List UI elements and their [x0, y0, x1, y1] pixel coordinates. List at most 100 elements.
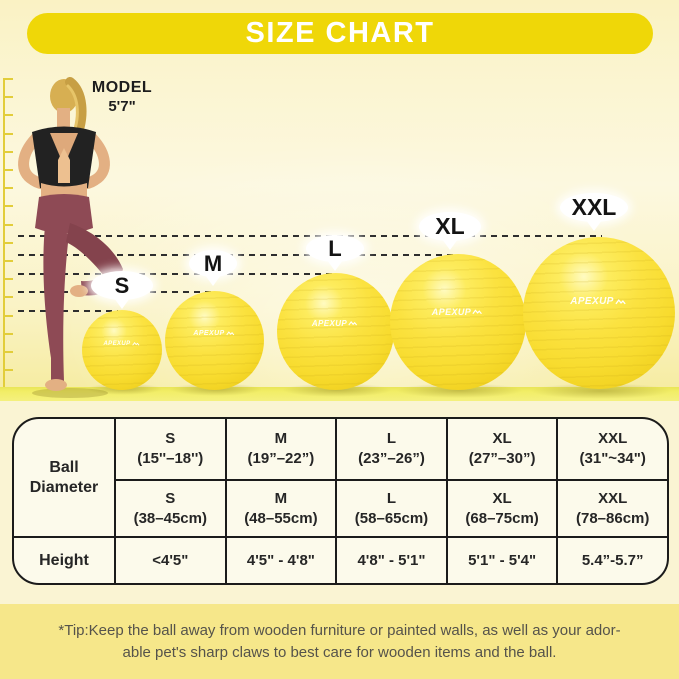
cell-value: 5.4”-5.7”	[581, 551, 644, 569]
cell-size: XL	[492, 489, 512, 507]
height-line-xl	[18, 254, 456, 256]
table-cell-inch-s: S (15''–18'')	[114, 419, 225, 479]
ball-shadow-xl	[396, 383, 523, 398]
size-label: XXL	[571, 194, 617, 220]
ruler-tick	[5, 187, 13, 190]
size-label: L	[328, 235, 342, 261]
model-shadow	[32, 388, 108, 398]
ball-xl: APEXUP	[390, 254, 526, 390]
cell-size: XL	[492, 430, 512, 447]
cell-range: (19”–22”)	[247, 450, 315, 467]
table-cell-cm-m: M (48–55cm)	[224, 479, 336, 536]
cell-range: (78–86cm)	[575, 509, 650, 527]
ruler-tick	[5, 314, 13, 317]
size-bubble-xl: XL	[419, 212, 481, 241]
ruler-tick	[5, 278, 13, 281]
ruler-tick	[5, 260, 13, 262]
brand-text: APEXUP	[193, 329, 225, 337]
table-cell-inch-xxl: XXL (31"~34")	[556, 419, 667, 479]
ruler-tick	[5, 332, 13, 335]
table-cell-height-xl: 5'1" - 5'4"	[445, 536, 557, 583]
model-label-line2: 5'7"	[108, 98, 136, 115]
table-cell-inch-l: L (23”–26”)	[335, 419, 446, 479]
table-cell-height-l: 4'8" - 5'1"	[335, 536, 446, 583]
tip-banner: *Tip:Keep the ball away from wooden furn…	[0, 604, 679, 679]
cell-size: L	[386, 489, 397, 507]
size-bubble-xxl: XXL	[560, 193, 628, 222]
ruler-tick	[5, 241, 13, 244]
cell-value: <4'5"	[152, 551, 189, 569]
tip-line1: *Tip:Keep the ball away from wooden furn…	[58, 621, 621, 639]
table-cell-cm-s: S (38–45cm)	[114, 479, 225, 536]
cell-size: S	[165, 489, 176, 507]
mountain-icon	[348, 320, 358, 326]
ruler-tick	[5, 296, 13, 299]
cell-range: (23”–26”)	[358, 450, 425, 467]
model-label-line1: MODEL	[91, 79, 153, 96]
cell-range: (68–75cm)	[465, 509, 539, 527]
ruler-tick	[5, 205, 13, 208]
tip-line2: able pet's sharp claws to best care for …	[122, 643, 557, 661]
size-bubble-s: S	[91, 271, 153, 300]
size-bubble-m: M	[189, 250, 237, 277]
cell-size: S	[165, 430, 176, 447]
table-cell-height-xxl: 5.4”-5.7”	[556, 536, 667, 583]
cell-size: XXL	[598, 430, 628, 447]
ruler-tick	[5, 96, 13, 99]
page-title: SIZE CHART	[245, 17, 435, 49]
brand-text: APEXUP	[431, 307, 472, 318]
model-illustration	[18, 77, 123, 398]
ruler-tick	[5, 223, 13, 226]
row-header-label: Ball Diameter	[29, 458, 99, 496]
size-bubble-l: L	[306, 235, 364, 262]
brand-text: APEXUP	[103, 341, 131, 348]
brand-text: APEXUP	[311, 318, 348, 328]
ruler-tick	[5, 150, 13, 153]
cell-range: (58–65cm)	[354, 509, 429, 527]
size-table: Ball Diameter S (15''–18'') M (19”–22”) L (…	[12, 417, 669, 585]
height-line-s	[18, 310, 118, 312]
ruler-tick	[5, 369, 13, 372]
mountain-icon	[615, 298, 626, 305]
illustration-scene: SIZE CHART	[0, 0, 679, 401]
table-header-ball-diameter: Ball Diameter	[14, 419, 114, 536]
table-cell-inch-xl: XL (27”–30”)	[445, 419, 557, 479]
mountain-icon	[131, 342, 139, 346]
table-cell-cm-l: L (58–65cm)	[335, 479, 446, 536]
size-label: XL	[435, 213, 465, 239]
ruler-tick	[5, 169, 13, 171]
table-header-height: Height	[14, 536, 114, 583]
cell-size: M	[274, 430, 288, 447]
title-banner: SIZE CHART	[27, 13, 653, 54]
cell-value: 4'5" - 4'8"	[246, 551, 315, 569]
model-label: MODEL 5'7"	[80, 79, 164, 115]
cell-value: 5'1" - 5'4"	[468, 551, 537, 569]
ball-l: APEXUP	[277, 273, 394, 390]
cell-range: (27”–30”)	[468, 450, 536, 467]
ruler-tick	[5, 351, 13, 353]
table-cell-cm-xxl: XXL (78–86cm)	[556, 479, 667, 536]
table-cell-inch-m: M (19”–22”)	[224, 419, 336, 479]
cell-range: (38–45cm)	[133, 509, 207, 527]
cell-size: XXL	[598, 489, 628, 507]
mountain-icon	[225, 330, 234, 335]
size-label: S	[114, 272, 130, 298]
brand-logo: APEXUP	[390, 307, 526, 317]
ruler-tick	[5, 132, 13, 135]
ball-m: APEXUP	[165, 291, 264, 390]
cell-range: (31"~34")	[579, 450, 646, 467]
ruler-tick	[5, 78, 13, 80]
size-label: M	[203, 250, 223, 276]
cell-size: L	[386, 430, 397, 447]
cell-range: (15''–18'')	[137, 450, 204, 467]
brand-logo: APEXUP	[82, 341, 162, 347]
brand-logo: APEXUP	[165, 330, 264, 337]
floor-strip	[0, 387, 679, 401]
ball-shadow-l	[282, 383, 392, 397]
brand-logo: APEXUP	[523, 296, 675, 307]
brand-logo: APEXUP	[277, 319, 394, 328]
ball-xxl: APEXUP	[523, 237, 675, 389]
mountain-icon	[472, 309, 483, 315]
cell-value: 4'8" - 5'1"	[357, 551, 426, 569]
